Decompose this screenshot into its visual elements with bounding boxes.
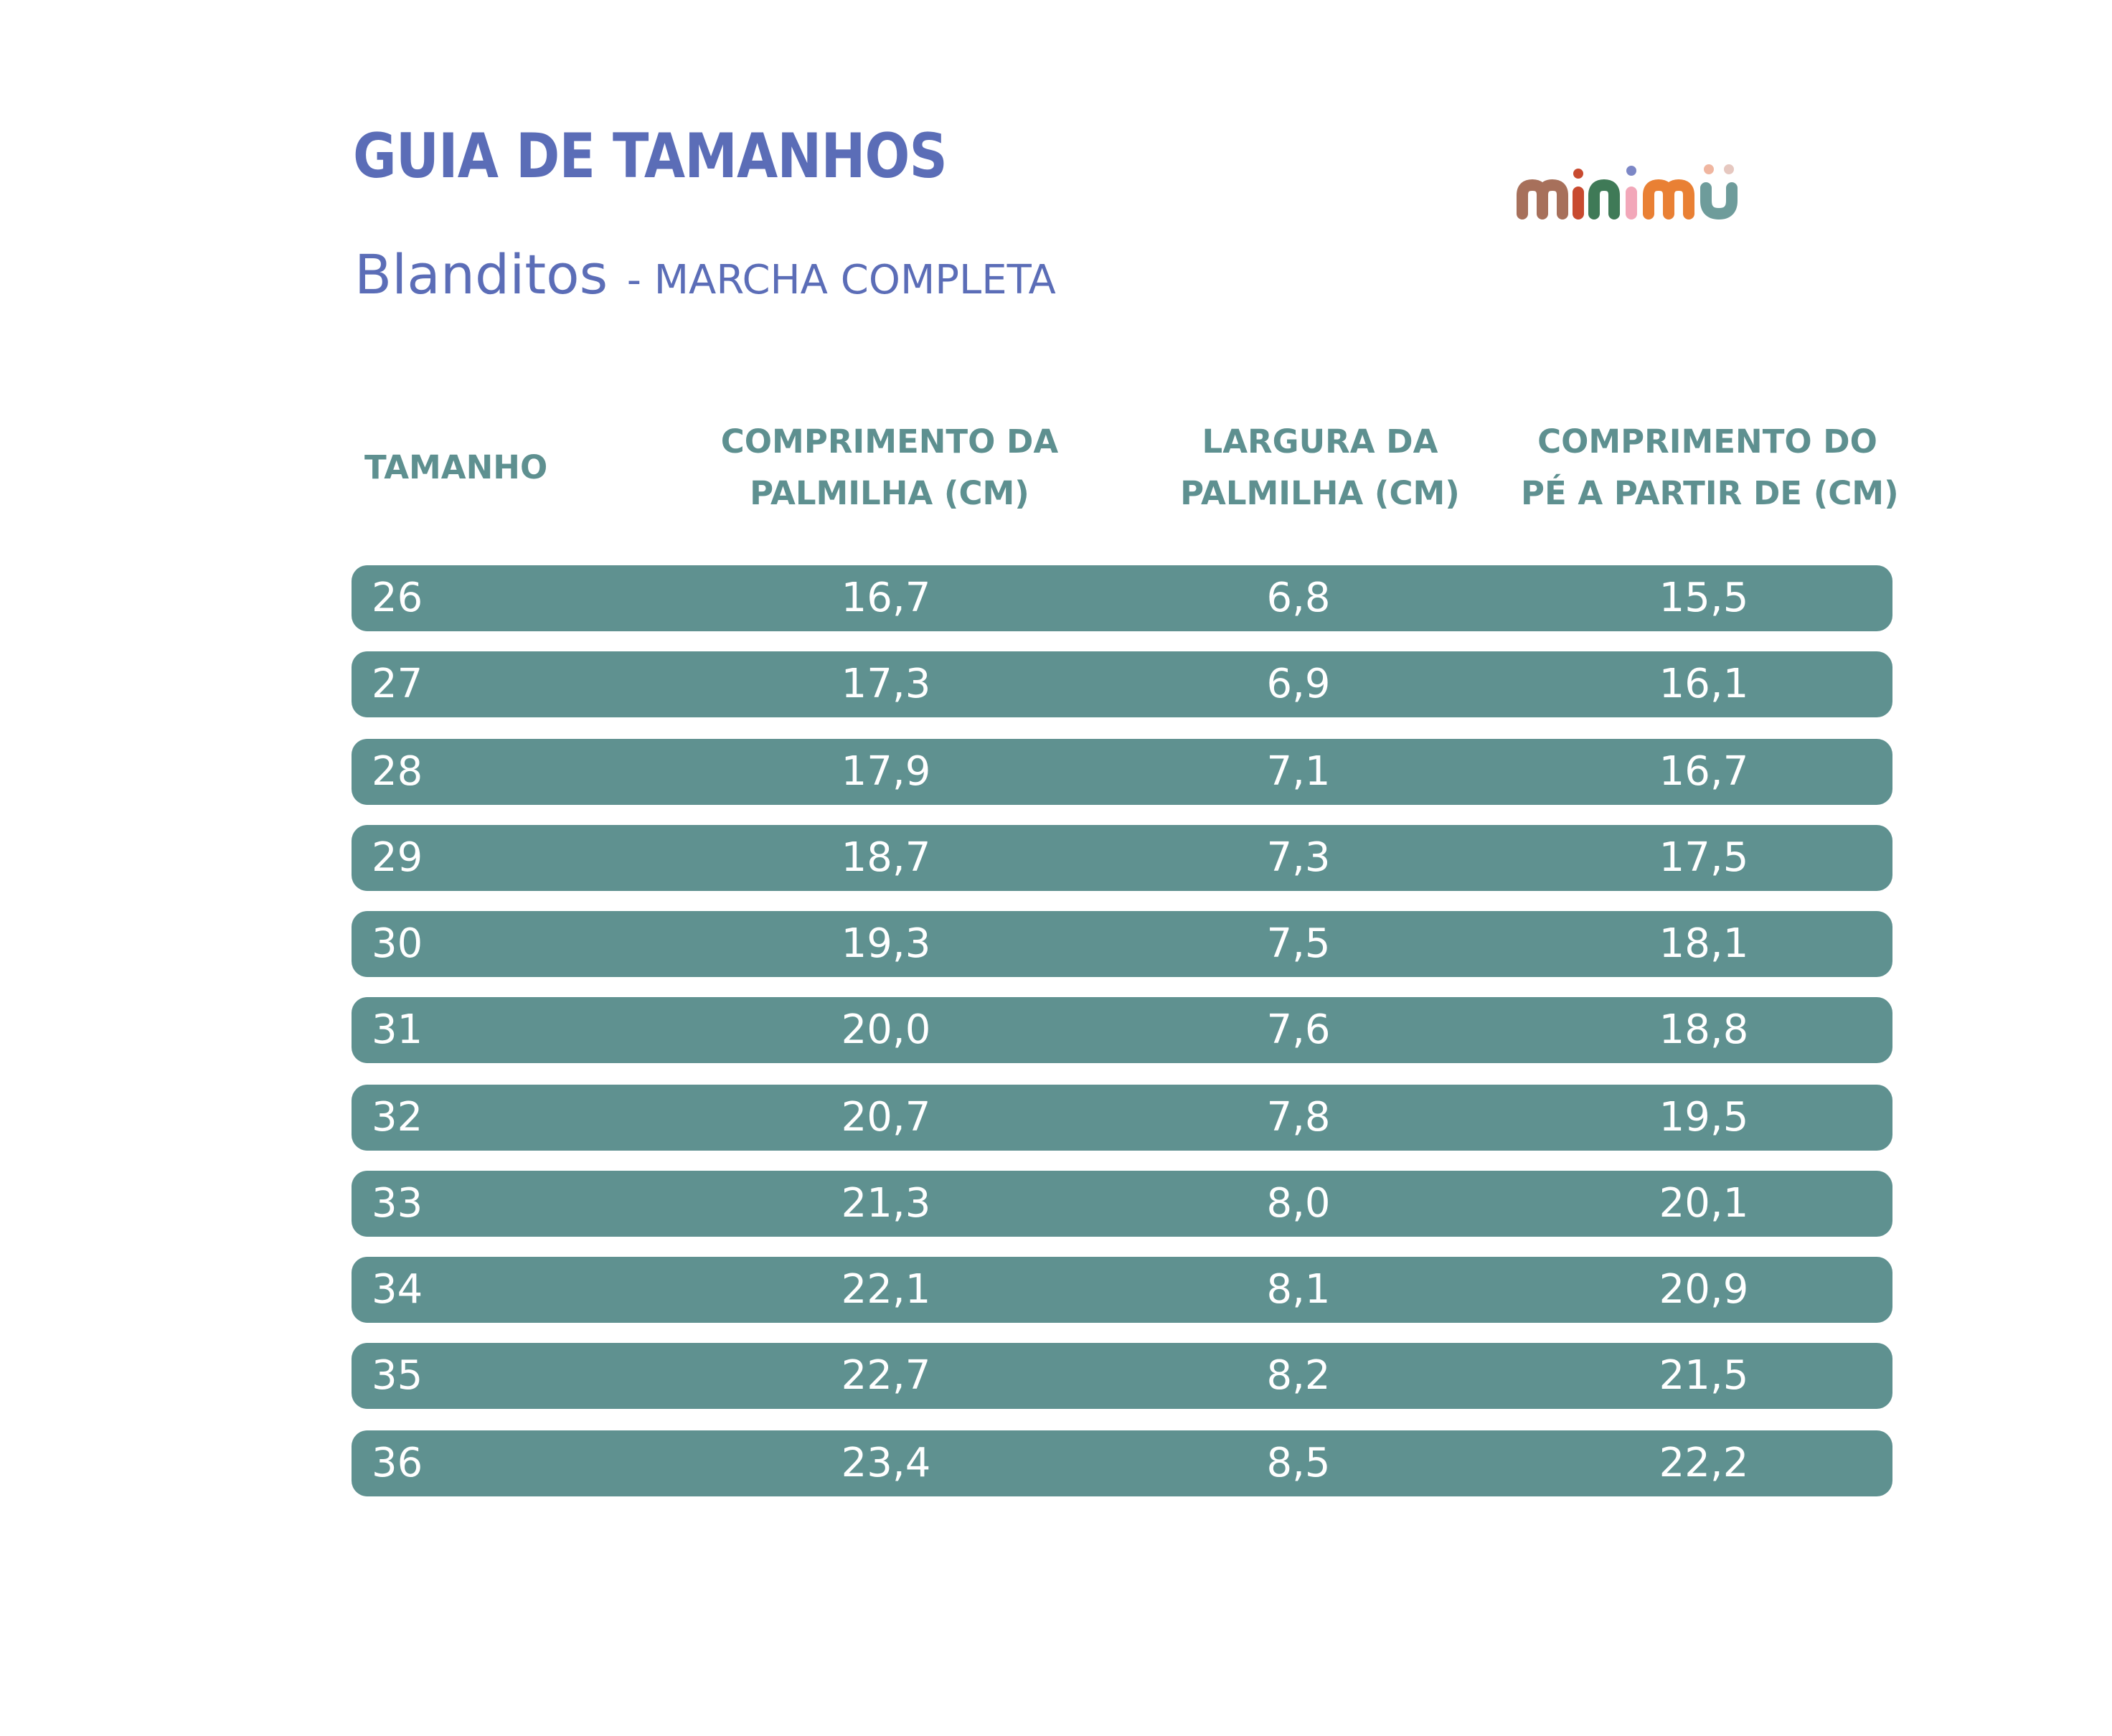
- table-row: 30 19,3 7,5 18,1: [352, 911, 1892, 977]
- table-row: 36 23,4 8,5 22,2: [352, 1430, 1892, 1496]
- table-row: 27 17,3 6,9 16,1: [352, 651, 1892, 717]
- table-row: 33 21,3 8,0 20,1: [352, 1171, 1892, 1237]
- header-insole-length: COMPRIMENTO DA PALMILHA (CM): [720, 423, 1059, 512]
- table-row: 26 16,7 6,8 15,5: [352, 565, 1892, 631]
- cell-insole-width: 7,5: [1266, 920, 1331, 967]
- cell-size: 28: [372, 748, 423, 795]
- cell-insole-length: 19,3: [841, 920, 931, 967]
- table-row: 28 17,9 7,1 16,7: [352, 739, 1892, 805]
- cell-foot-length: 16,7: [1659, 748, 1749, 795]
- table-row: 31 20,0 7,6 18,8: [352, 997, 1892, 1063]
- cell-insole-length: 22,7: [841, 1352, 931, 1399]
- table-row: 32 20,7 7,8 19,5: [352, 1085, 1892, 1151]
- header-size: TAMANHO: [364, 448, 548, 486]
- cell-insole-length: 17,3: [841, 661, 931, 707]
- cell-insole-width: 7,6: [1266, 1006, 1331, 1053]
- cell-foot-length: 18,1: [1659, 920, 1749, 967]
- cell-size: 33: [372, 1180, 423, 1227]
- cell-foot-length: 17,5: [1659, 834, 1749, 881]
- cell-size: 27: [372, 661, 423, 707]
- cell-size: 26: [372, 575, 423, 621]
- page-title: GUIA DE TAMANHOS: [353, 121, 948, 192]
- product-name: Blanditos: [354, 242, 608, 306]
- cell-insole-width: 8,0: [1266, 1180, 1331, 1227]
- cell-foot-length: 20,1: [1659, 1180, 1749, 1227]
- header-foot-length: COMPRIMENTO DO PÉ A PARTIR DE (CM): [1521, 423, 1899, 512]
- cell-insole-length: 21,3: [841, 1180, 931, 1227]
- cell-size: 34: [372, 1266, 423, 1313]
- cell-insole-length: 17,9: [841, 748, 931, 795]
- cell-insole-length: 23,4: [841, 1440, 931, 1486]
- cell-insole-width: 7,1: [1266, 748, 1331, 795]
- cell-insole-width: 7,8: [1266, 1094, 1331, 1141]
- cell-insole-width: 7,3: [1266, 834, 1331, 881]
- cell-foot-length: 22,2: [1659, 1440, 1749, 1486]
- page-subtitle: Blanditos - MARCHA COMPLETA: [354, 242, 1056, 306]
- cell-foot-length: 20,9: [1659, 1266, 1749, 1313]
- cell-insole-width: 8,2: [1266, 1352, 1331, 1399]
- cell-size: 31: [372, 1006, 423, 1053]
- table-row: 34 22,1 8,1 20,9: [352, 1257, 1892, 1323]
- minimu-logo: [1517, 164, 1738, 220]
- cell-size: 29: [372, 834, 423, 881]
- cell-foot-length: 16,1: [1659, 661, 1749, 707]
- cell-insole-width: 6,9: [1266, 661, 1331, 707]
- cell-foot-length: 15,5: [1659, 575, 1749, 621]
- cell-size: 30: [372, 920, 423, 967]
- cell-insole-length: 22,1: [841, 1266, 931, 1313]
- cell-insole-length: 18,7: [841, 834, 931, 881]
- cell-size: 32: [372, 1094, 423, 1141]
- cell-insole-width: 6,8: [1266, 575, 1331, 621]
- cell-insole-width: 8,5: [1266, 1440, 1331, 1486]
- cell-size: 35: [372, 1352, 423, 1399]
- cell-insole-length: 20,0: [841, 1006, 931, 1053]
- table-row: 35 22,7 8,2 21,5: [352, 1343, 1892, 1409]
- cell-foot-length: 19,5: [1659, 1094, 1749, 1141]
- table-row: 29 18,7 7,3 17,5: [352, 825, 1892, 891]
- cell-size: 36: [372, 1440, 423, 1486]
- cell-insole-width: 8,1: [1266, 1266, 1331, 1313]
- cell-insole-length: 20,7: [841, 1094, 931, 1141]
- cell-insole-length: 16,7: [841, 575, 931, 621]
- product-variant: - MARCHA COMPLETA: [626, 257, 1056, 303]
- cell-foot-length: 18,8: [1659, 1006, 1749, 1053]
- cell-foot-length: 21,5: [1659, 1352, 1749, 1399]
- header-insole-width: LARGURA DA PALMILHA (CM): [1180, 423, 1460, 512]
